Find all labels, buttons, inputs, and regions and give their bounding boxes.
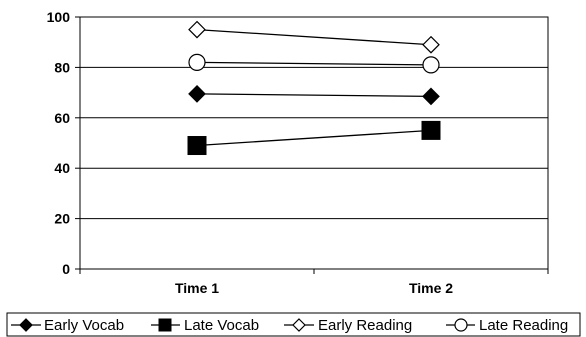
x-tick-label: Time 1 xyxy=(175,280,219,296)
data-point xyxy=(188,53,206,71)
x-tick-label: Time 2 xyxy=(409,280,453,296)
y-tick-label: 80 xyxy=(54,59,70,75)
legend-marker xyxy=(158,318,172,332)
legend-label: Late Vocab xyxy=(184,317,259,334)
y-tick-label: 0 xyxy=(62,261,70,277)
plot-frame xyxy=(79,16,549,270)
y-axis-ticks: 0 20 40 60 80 100 xyxy=(47,9,80,277)
legend-marker xyxy=(454,318,468,332)
legend-label: Early Vocab xyxy=(44,317,124,334)
legend-item: Late Vocab xyxy=(151,317,259,334)
axes xyxy=(79,16,549,270)
series-line xyxy=(196,28,432,46)
y-tick-label: 20 xyxy=(54,211,70,227)
series-line xyxy=(196,93,432,98)
legend-item: Early Vocab xyxy=(11,317,124,334)
data-point xyxy=(422,56,440,74)
legend-marker xyxy=(292,318,306,332)
y-tick-label: 60 xyxy=(54,110,70,126)
data-point xyxy=(421,120,441,140)
series-group xyxy=(187,20,441,156)
series-line xyxy=(196,61,432,66)
data-point xyxy=(188,85,206,103)
legend-marker xyxy=(19,318,33,332)
y-tick-label: 100 xyxy=(47,9,71,25)
series-early-reading xyxy=(188,20,440,54)
data-point xyxy=(187,136,207,156)
y-tick-label: 40 xyxy=(54,160,70,176)
legend-label: Early Reading xyxy=(318,317,412,334)
series-late-reading xyxy=(188,53,440,74)
data-point xyxy=(188,20,206,39)
data-point xyxy=(422,35,440,54)
legend-item: Late Reading xyxy=(446,317,568,334)
data-point xyxy=(422,87,440,106)
legend: Early Vocab Late Vocab Early Reading Late R… xyxy=(6,312,581,337)
series-line xyxy=(196,129,432,147)
series-late-vocab xyxy=(187,120,441,156)
x-axis-ticks: Time 1 Time 2 xyxy=(79,269,549,296)
series-early-vocab xyxy=(188,85,440,106)
gridlines xyxy=(80,16,548,220)
legend-item: Early Reading xyxy=(284,317,412,334)
legend-label: Late Reading xyxy=(479,317,568,334)
